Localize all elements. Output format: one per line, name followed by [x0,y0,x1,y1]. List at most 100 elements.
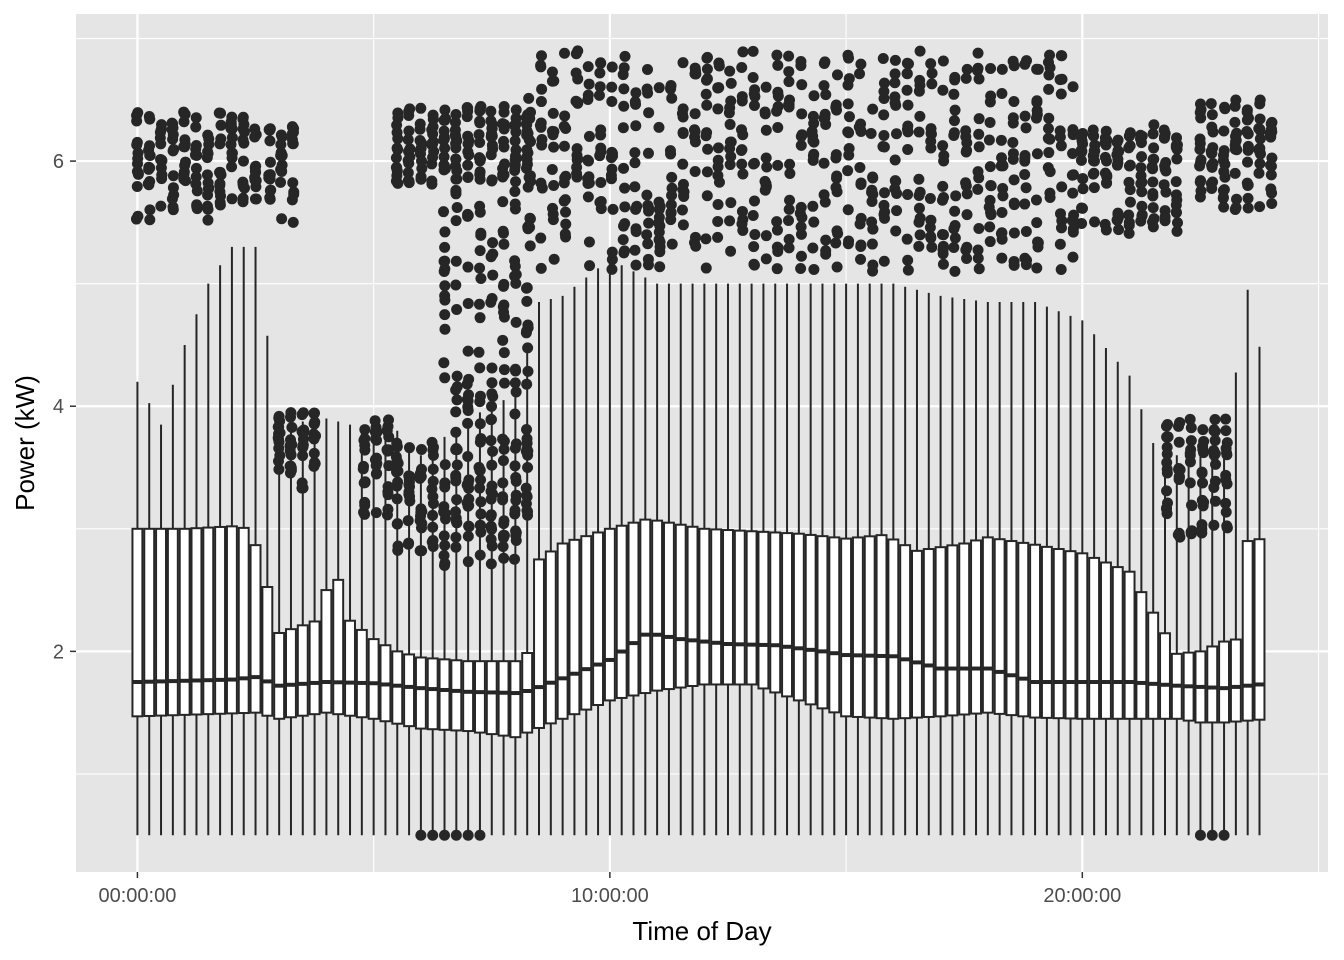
outlier-point [1077,183,1089,195]
box-interval [733,283,746,836]
outlier-point [1054,208,1066,220]
outlier-point [191,185,203,197]
box-interval [426,446,439,836]
outlier-point [643,107,655,119]
box-iqr [367,638,380,720]
box-interval [911,289,923,836]
outlier-point [546,66,558,78]
outlier-point [913,126,925,138]
box-interval [698,283,711,836]
outlier-point [937,140,949,152]
outlier-point [179,159,191,171]
outlier-point [1173,462,1185,474]
outlier-point [509,154,521,166]
outlier-point [510,104,522,116]
box-interval [1206,455,1219,836]
outlier-point [1254,142,1266,154]
outlier-point [1194,176,1206,188]
outlier-point [665,80,677,92]
outlier-point [996,252,1008,264]
outlier-point [214,180,226,192]
outlier-point [593,89,605,101]
outlier-point [273,410,285,422]
outlier-point [866,196,878,208]
outlier-point [961,63,973,75]
outlier-point [1111,214,1123,226]
outlier-point [713,60,725,72]
outlier-point [226,193,238,205]
outlier-point [1112,134,1124,146]
outlier-point [558,140,570,152]
outlier-point [1148,153,1160,165]
outlier-point [288,186,300,198]
x-tick-label: 00:00:00 [98,885,176,907]
outlier-point [1124,196,1136,208]
outlier-point [201,200,213,212]
outlier-point [474,245,486,257]
box-interval [1147,443,1160,836]
outlier-point [642,147,654,159]
outlier-point [297,407,309,419]
box-interval [344,424,356,836]
outlier-point [462,405,474,417]
outlier-point [1123,227,1135,239]
outlier-point [1077,173,1089,185]
box-iqr [1218,640,1231,724]
outlier-point [155,200,167,212]
outlier-point [1208,519,1220,531]
box-interval [462,418,475,836]
outlier-point [1160,165,1172,177]
outlier-point [819,108,831,120]
outlier-point [214,138,226,150]
box-iqr [1040,545,1053,719]
outlier-point [902,264,914,276]
box-interval [391,430,404,836]
outlier-point [1008,227,1020,239]
outlier-point [1067,187,1079,199]
outlier-point [428,145,440,157]
outlier-point [1253,122,1265,134]
outlier-point [462,146,474,158]
outlier-point [1217,192,1229,204]
box-interval [757,283,770,836]
outlier-point [1135,178,1147,190]
outlier-point [439,372,451,384]
outlier-point [559,194,571,206]
outlier-point [1147,216,1159,228]
box-interval [781,283,794,836]
outlier-point [521,125,533,137]
box-iqr [981,536,994,714]
outlier-point [1076,202,1088,214]
outlier-point [497,168,509,180]
outlier-point [843,149,855,161]
box-interval [1253,346,1266,836]
outlier-point [1220,425,1232,437]
box-iqr [497,660,510,737]
outlier-point [867,259,879,271]
outlier-point [1266,187,1278,199]
outlier-point [546,75,558,87]
box-iqr [934,546,947,718]
outlier-point [831,186,843,198]
box-iqr [190,527,203,716]
y-tick-label: 4 [53,396,64,418]
outlier-point [925,127,937,139]
outlier-point [878,141,890,153]
outlier-point [854,218,866,230]
outlier-point [485,105,497,117]
outlier-point [606,61,618,73]
outlier-point [286,128,298,140]
outlier-point [439,142,451,154]
outlier-point [524,240,536,252]
outlier-point [404,151,416,163]
box-iqr [261,586,274,717]
outlier-point [772,59,784,71]
outlier-point [1044,133,1056,145]
outlier-point [190,121,202,133]
outlier-point [936,194,948,206]
outlier-point [180,175,192,187]
outlier-point [276,213,288,225]
outlier-point [1043,83,1055,95]
outlier-point [202,146,214,158]
outlier-point [995,228,1007,240]
